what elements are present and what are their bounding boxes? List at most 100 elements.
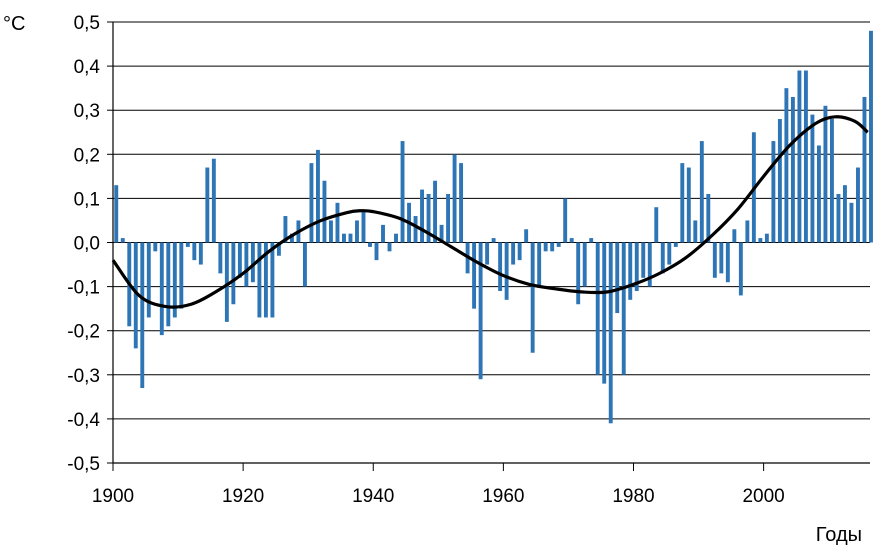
anomaly-bar — [348, 233, 353, 243]
x-tick-label: 1980 — [612, 486, 654, 507]
anomaly-bar — [686, 167, 691, 243]
y-tick-label: 0,5 — [74, 13, 100, 34]
anomaly-bar — [491, 238, 496, 243]
anomaly-bar — [660, 242, 665, 274]
anomaly-bar — [472, 242, 477, 309]
anomaly-bar — [140, 242, 145, 389]
anomaly-bar — [790, 96, 795, 243]
x-tick-label: 1960 — [482, 486, 524, 507]
anomaly-bar — [725, 242, 730, 283]
anomaly-bar — [250, 242, 255, 283]
anomaly-bar — [784, 88, 789, 243]
anomaly-bar — [608, 242, 613, 424]
anomaly-bar — [764, 233, 769, 243]
anomaly-bar — [673, 242, 678, 247]
anomaly-bar — [244, 242, 249, 287]
anomaly-bar — [849, 202, 854, 243]
anomaly-bar — [576, 242, 581, 305]
trend-line-group — [111, 115, 869, 309]
anomaly-bar — [738, 242, 743, 296]
anomaly-bar — [869, 30, 873, 243]
anomaly-bar — [563, 198, 568, 243]
anomaly-bar — [263, 242, 268, 318]
anomaly-bar — [159, 242, 164, 336]
anomaly-bar — [420, 189, 424, 243]
anomaly-bar — [634, 242, 639, 292]
y-unit-label: °C — [3, 13, 25, 35]
anomaly-bar — [615, 242, 620, 314]
anomaly-bar — [179, 242, 184, 309]
anomaly-bar — [816, 145, 821, 243]
anomaly-bar — [302, 242, 307, 287]
anomaly-bar — [842, 185, 847, 243]
x-axis-label: Годы — [816, 524, 862, 546]
anomaly-bar — [810, 114, 815, 243]
y-tick-label: 0,4 — [74, 57, 101, 78]
anomaly-bar — [283, 216, 288, 243]
anomaly-bar — [719, 242, 724, 274]
y-tick-labels: 0,5 0,4 0,3 0,2 0,1 0,0 -0,1 -0,2 -0,3 -0,4 -0,5 — [67, 13, 100, 475]
anomaly-bar — [133, 242, 138, 349]
anomaly-bar — [530, 242, 535, 353]
anomaly-bar — [628, 242, 633, 300]
anomaly-bar — [237, 242, 242, 278]
anomaly-bar — [732, 229, 737, 243]
anomaly-bar — [543, 242, 548, 252]
anomaly-bar — [693, 220, 698, 243]
anomaly-bar — [198, 242, 203, 265]
anomaly-bar — [797, 70, 802, 243]
y-tick-label: -0,1 — [67, 278, 100, 299]
anomaly-bar — [589, 238, 594, 243]
anomaly-bar — [459, 163, 464, 243]
y-tick-label: 0,0 — [74, 234, 100, 255]
anomaly-bar — [602, 242, 607, 384]
anomaly-bar — [309, 163, 314, 243]
anomaly-bar — [856, 167, 860, 243]
anomaly-bar — [400, 141, 405, 243]
anomaly-bar — [595, 242, 600, 375]
anomaly-bar — [166, 242, 171, 327]
anomaly-bar — [205, 167, 210, 243]
anomaly-bar — [699, 141, 704, 243]
anomaly-bar — [439, 224, 444, 243]
x-tick-label: 2000 — [742, 486, 784, 507]
anomaly-bar — [706, 193, 711, 243]
anomaly-bar — [120, 238, 125, 243]
anomaly-bar — [803, 70, 808, 243]
y-tick-label: -0,2 — [67, 322, 100, 343]
anomaly-bar — [185, 242, 190, 247]
anomaly-bar — [745, 220, 750, 243]
anomaly-bar — [485, 242, 490, 265]
anomaly-bar — [368, 242, 372, 247]
anomaly-bar — [192, 242, 197, 261]
anomaly-bar — [224, 242, 229, 322]
anomaly-bar — [153, 242, 158, 252]
anomaly-bar — [621, 242, 626, 375]
anomaly-bars — [114, 30, 873, 424]
anomaly-bar — [270, 242, 275, 318]
anomaly-bar — [276, 242, 281, 256]
axes — [107, 21, 870, 471]
anomaly-bar — [426, 193, 431, 243]
anomaly-bar — [647, 242, 652, 287]
anomaly-bar — [569, 238, 574, 243]
anomaly-bar — [374, 242, 379, 261]
anomaly-bar — [257, 242, 262, 318]
anomaly-bar — [211, 158, 216, 243]
anomaly-bar — [712, 242, 717, 278]
anomaly-bar — [478, 242, 483, 380]
anomaly-bar — [452, 154, 457, 243]
anomaly-bar — [315, 149, 320, 243]
anomaly-bar — [413, 216, 418, 243]
anomaly-bar — [829, 119, 834, 243]
anomaly-bar — [524, 229, 529, 243]
anomaly-bar — [322, 180, 327, 243]
y-tick-label: -0,4 — [67, 410, 100, 431]
y-tick-label: -0,3 — [67, 366, 100, 387]
anomaly-bar — [556, 242, 561, 247]
anomaly-bar — [433, 180, 438, 243]
x-tick-label: 1940 — [352, 486, 394, 507]
y-tick-label: -0,5 — [67, 454, 100, 475]
anomaly-bar — [550, 242, 555, 252]
